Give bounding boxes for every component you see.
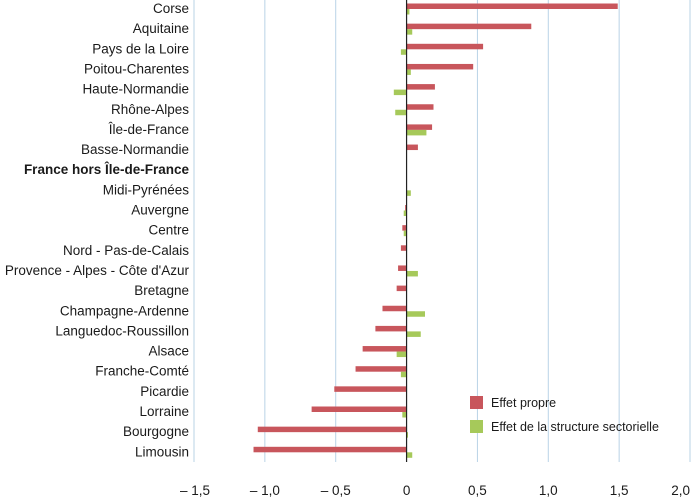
- bar-effet-propre: [355, 366, 407, 372]
- category-label: Provence - Alpes - Côte d'Azur: [5, 263, 190, 278]
- category-label: Basse-Normandie: [81, 142, 189, 157]
- bar-effet-structure: [406, 432, 408, 438]
- category-label: Limousin: [135, 444, 189, 459]
- bar-effet-propre: [406, 63, 474, 70]
- category-label: Île-de-France: [108, 122, 189, 137]
- bar-effet-propre: [396, 285, 407, 292]
- bar-effet-propre: [406, 84, 435, 90]
- bar-effet-structure: [403, 230, 407, 237]
- bar-effet-propre: [253, 446, 407, 453]
- x-tick-label: 0,5: [468, 483, 487, 498]
- bar-effet-propre: [334, 386, 407, 392]
- bar-effet-propre: [406, 124, 433, 130]
- category-label: Aquitaine: [133, 21, 189, 36]
- category-label: Centre: [148, 223, 189, 238]
- legend-label-effet-structure: Effet de la structure sectorielle: [491, 420, 659, 434]
- bar-effet-structure: [395, 109, 407, 116]
- bar-effet-propre: [402, 225, 407, 231]
- gridlines: [193, 0, 691, 462]
- x-tick-label: 1,5: [610, 483, 629, 498]
- bar-effet-structure: [406, 69, 411, 75]
- category-label: Poitou-Charentes: [84, 61, 189, 76]
- bar-effet-propre: [311, 406, 407, 412]
- bar-effet-propre: [406, 23, 532, 30]
- category-label: Nord - Pas-de-Calais: [63, 243, 189, 258]
- bars: [253, 3, 618, 458]
- category-label: Champagne-Ardenne: [60, 303, 189, 318]
- category-label: Pays de la Loire: [92, 41, 189, 56]
- bar-effet-propre: [257, 426, 407, 433]
- bar-effet-structure: [406, 270, 418, 277]
- bar-effet-structure: [400, 371, 407, 378]
- legend-swatch-effet-propre: [470, 396, 483, 409]
- bar-effet-structure: [396, 351, 407, 358]
- category-label: Franche-Comté: [95, 364, 189, 379]
- bar-effet-structure: [406, 129, 427, 136]
- bar-effet-propre: [406, 144, 418, 151]
- category-label: Bretagne: [134, 283, 189, 298]
- category-label: Languedoc-Roussillon: [55, 323, 189, 338]
- category-label: Midi-Pyrénées: [103, 182, 190, 197]
- category-label: France hors Île-de-France: [24, 162, 190, 177]
- bar-effet-propre: [406, 43, 484, 50]
- x-tick-label: 0: [403, 483, 411, 498]
- bar-effet-structure: [406, 331, 421, 337]
- bar-effet-structure: [406, 9, 410, 15]
- bar-effet-structure: [406, 190, 411, 196]
- x-tick-label: – 0,5: [321, 483, 351, 498]
- legend: Effet propre Effet de la structure secto…: [470, 396, 659, 434]
- bar-effet-propre: [406, 104, 434, 110]
- legend-swatch-effet-structure: [470, 420, 483, 433]
- bar-effet-propre: [362, 346, 407, 352]
- bar-effet-structure: [393, 89, 407, 96]
- category-label: Auvergne: [131, 203, 189, 218]
- category-label: Rhône-Alpes: [111, 102, 189, 117]
- category-label: Corse: [153, 1, 189, 16]
- category-label: Haute-Normandie: [82, 82, 189, 97]
- bar-effet-structure: [406, 29, 413, 35]
- x-tick-label: – 1,0: [250, 483, 280, 498]
- x-tick-label: – 1,5: [180, 483, 210, 498]
- bar-effet-propre: [406, 3, 618, 9]
- category-label: Bourgogne: [123, 424, 189, 439]
- x-tick-label: 2,0: [671, 483, 690, 498]
- category-label: Picardie: [140, 384, 189, 399]
- bar-effet-propre: [400, 245, 407, 251]
- bar-effet-structure: [406, 452, 413, 458]
- bar-effet-propre: [405, 205, 407, 211]
- bar-effet-propre: [398, 265, 407, 271]
- legend-label-effet-propre: Effet propre: [491, 396, 556, 410]
- bar-effet-propre: [382, 305, 407, 312]
- bar-effet-structure: [400, 49, 407, 55]
- bar-effet-structure: [406, 311, 425, 317]
- category-label: Lorraine: [139, 404, 189, 419]
- category-label: Alsace: [148, 344, 189, 359]
- bar-effet-structure: [403, 210, 407, 216]
- x-tick-label: 1,0: [539, 483, 558, 498]
- x-tick-labels: – 1,5 – 1,0 – 0,5 0 0,5 1,0 1,5 2,0: [180, 483, 690, 498]
- bar-effet-structure: [402, 412, 407, 418]
- category-labels: Corse Aquitaine Pays de la Loire Poitou-Cha…: [5, 1, 190, 459]
- bar-effet-propre: [375, 325, 407, 332]
